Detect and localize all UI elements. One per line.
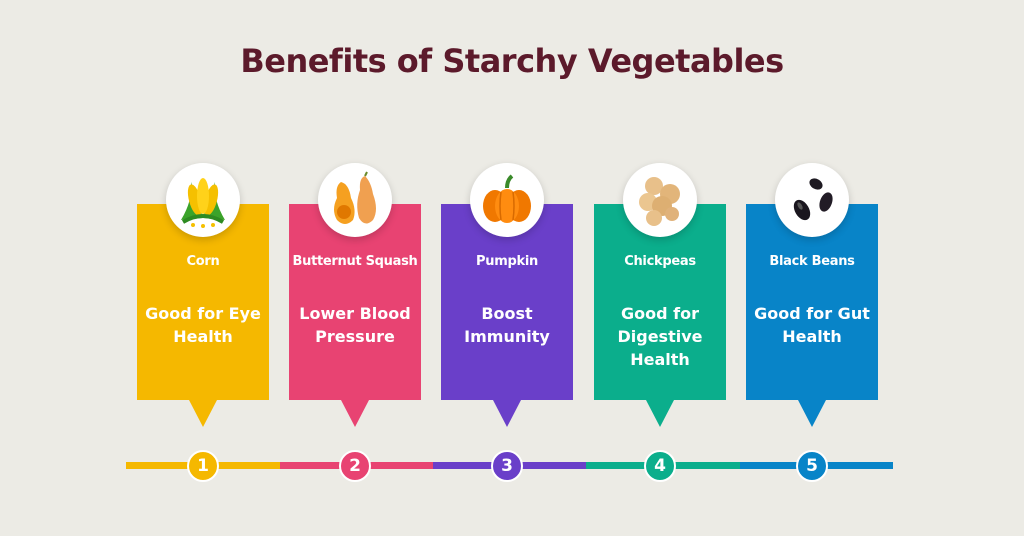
black-beans-icon [775,163,849,237]
page-title: Benefits of Starchy Vegetables [240,42,784,80]
card-pointer [493,400,521,427]
benefit-text: Good for Digestive Health [617,304,703,369]
card-pointer [341,400,369,427]
pumpkin-icon [470,163,544,237]
step-number-badge: 5 [796,450,828,482]
step-number-badge: 3 [491,450,523,482]
card-pointer [798,400,826,427]
benefit-text: Lower Blood Pressure [299,304,411,346]
vegetable-name: Butternut Squash [292,254,418,269]
benefit-text: Boost Immunity [464,304,550,346]
step-number-badge: 2 [339,450,371,482]
step-number-badge: 1 [187,450,219,482]
card-butternut-squash: Butternut Squash Lower Blood Pressure [289,204,421,427]
corn-icon [166,163,240,237]
card-pointer [189,400,217,427]
benefit-text: Good for Eye Health [145,304,261,346]
vegetable-name: Chickpeas [624,254,696,269]
vegetable-name: Pumpkin [476,254,538,269]
step-number-badge: 4 [644,450,676,482]
vegetable-name: Corn [186,254,220,269]
butternut-squash-icon [318,163,392,237]
chickpeas-icon [623,163,697,237]
benefit-text: Good for Gut Health [754,304,870,346]
vegetable-name: Black Beans [769,254,855,269]
card-pointer [646,400,674,427]
